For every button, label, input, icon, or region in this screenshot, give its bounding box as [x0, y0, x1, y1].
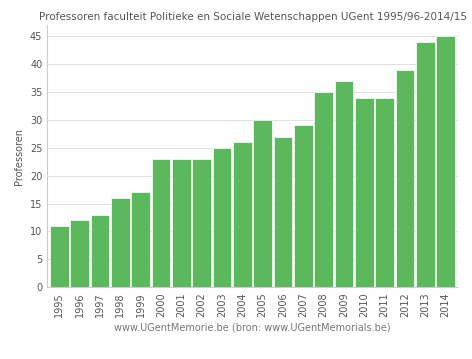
X-axis label: www.UGentMemorie.be (bron: www.UGentMemorials.be): www.UGentMemorie.be (bron: www.UGentMemo… [114, 322, 391, 332]
Bar [233, 142, 252, 287]
Bar [274, 137, 292, 287]
Bar [172, 159, 191, 287]
Bar [111, 198, 130, 287]
Bar [213, 148, 231, 287]
Bar [91, 215, 110, 287]
Bar [70, 220, 89, 287]
Bar [335, 81, 354, 287]
Bar [253, 120, 272, 287]
Bar [193, 159, 211, 287]
Bar [314, 92, 333, 287]
Bar [375, 98, 394, 287]
Bar [294, 126, 312, 287]
Bar [131, 192, 150, 287]
Bar [50, 226, 69, 287]
Y-axis label: Professoren: Professoren [14, 128, 24, 185]
Bar [396, 70, 414, 287]
Title: Professoren faculteit Politieke en Sociale Wetenschappen UGent 1995/96-2014/15: Professoren faculteit Politieke en Socia… [39, 11, 466, 22]
Bar [152, 159, 170, 287]
Bar [416, 42, 435, 287]
Bar [355, 98, 374, 287]
Bar [436, 36, 455, 287]
